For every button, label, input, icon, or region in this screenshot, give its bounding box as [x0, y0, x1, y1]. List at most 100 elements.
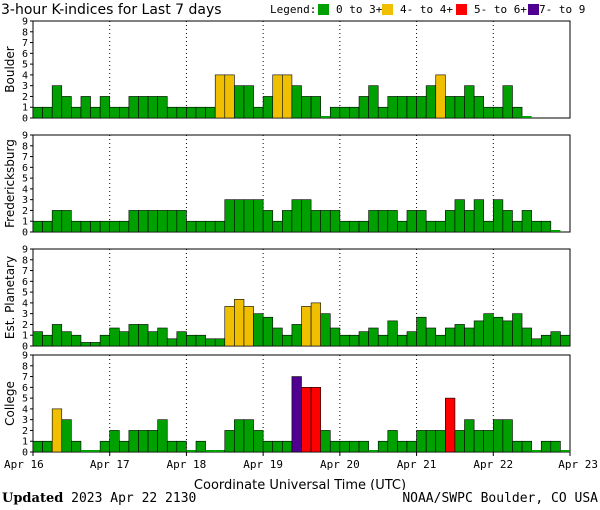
y-tick-label: 3	[22, 309, 28, 320]
k-index-bar	[454, 96, 465, 119]
legend-swatch-green	[318, 4, 329, 15]
k-index-bar	[473, 96, 484, 119]
k-index-bar	[214, 220, 226, 233]
k-index-bar	[224, 199, 235, 233]
k-index-bar	[473, 320, 484, 347]
k-index-bar	[80, 96, 91, 119]
k-index-bar	[80, 450, 91, 452]
k-index-bar	[349, 440, 360, 453]
k-index-bar	[186, 220, 197, 233]
k-index-bar	[540, 220, 552, 233]
k-index-bar	[157, 327, 168, 347]
k-index-bar	[42, 220, 53, 233]
k-index-bar	[157, 210, 168, 233]
k-index-bar	[397, 96, 408, 119]
k-index-bar	[99, 96, 111, 119]
updated-value: 2023 Apr 22 2130	[71, 491, 197, 506]
k-index-bar	[61, 96, 72, 119]
k-index-bar	[109, 327, 120, 347]
k-index-bar	[416, 96, 427, 119]
k-index-bar	[406, 440, 417, 453]
k-index-bar	[119, 106, 130, 119]
k-index-chart: 3-hour K-indices for Last 7 days Legend:…	[1, 2, 598, 490]
y-tick-label: 5	[22, 394, 28, 405]
x-tick-label: Apr 20	[320, 458, 360, 471]
k-index-bar	[521, 440, 532, 453]
k-index-bar	[406, 96, 417, 119]
k-index-bar	[176, 210, 187, 233]
y-tick-label: 5	[22, 174, 28, 185]
k-index-bar	[51, 408, 63, 453]
k-index-bar	[358, 220, 369, 233]
k-index-bar	[42, 106, 53, 119]
k-index-bar	[176, 331, 187, 347]
k-index-bar	[253, 106, 264, 119]
legend-item-purple: 7- to 9	[539, 3, 585, 16]
x-tick-label: Apr 16	[4, 458, 44, 471]
k-index-bar	[176, 440, 187, 453]
k-index-bar	[550, 331, 561, 347]
k-index-bar	[42, 440, 53, 453]
k-index-bar	[329, 327, 341, 347]
k-index-bar	[262, 316, 274, 347]
k-index-bar	[214, 338, 226, 347]
y-tick-label: 4	[22, 70, 28, 81]
k-index-bar	[32, 331, 43, 347]
k-index-bar	[483, 313, 494, 347]
k-index-bar	[522, 116, 532, 118]
y-tick-label: 3	[22, 415, 28, 426]
k-index-bar	[512, 313, 523, 347]
k-index-bar	[243, 419, 254, 453]
k-index-bar	[282, 210, 293, 233]
k-index-bar	[138, 96, 149, 119]
k-index-bar	[291, 85, 302, 119]
k-index-bar	[71, 334, 82, 347]
k-index-bar	[272, 440, 283, 453]
k-index-bar	[234, 419, 245, 453]
k-index-bar	[310, 210, 321, 233]
k-index-bar	[99, 334, 111, 347]
k-index-bar	[147, 430, 158, 453]
k-index-bar	[540, 440, 552, 453]
y-tick-label: 6	[22, 49, 28, 60]
k-index-bar	[262, 96, 274, 119]
k-index-bar	[61, 331, 72, 347]
y-tick-label: 2	[22, 320, 28, 331]
y-tick-label: 7	[22, 372, 28, 383]
k-index-bar	[377, 440, 389, 453]
k-index-bar	[483, 106, 494, 119]
k-index-bar	[349, 334, 360, 347]
k-index-bar	[157, 96, 168, 119]
k-index-bar	[531, 220, 542, 233]
y-tick-label: 2	[22, 426, 28, 437]
k-index-bar	[387, 430, 398, 453]
k-index-bar	[90, 342, 101, 347]
k-index-bar	[71, 440, 82, 453]
k-index-bar	[531, 450, 542, 452]
legend-item-yellow: 4- to 4+	[400, 3, 453, 16]
k-index-bar	[358, 440, 369, 453]
k-index-bar	[51, 85, 63, 119]
k-index-bar	[176, 106, 187, 119]
k-index-bar	[80, 342, 91, 347]
k-index-bar	[51, 324, 63, 347]
k-index-bar	[560, 334, 571, 347]
y-tick-label: 9	[22, 17, 28, 28]
k-index-bar	[186, 334, 197, 347]
k-index-bar	[339, 106, 350, 119]
k-index-bar	[109, 220, 120, 233]
k-index-bar	[502, 210, 513, 233]
k-index-bar	[301, 199, 312, 233]
k-index-bar	[301, 387, 312, 453]
x-tick-label: Apr 17	[90, 458, 130, 471]
k-index-bar	[435, 334, 446, 347]
k-index-bar	[310, 96, 321, 119]
k-index-bar	[329, 440, 341, 453]
k-index-bar	[425, 327, 437, 347]
k-index-bar	[540, 334, 552, 347]
k-index-bar	[368, 85, 379, 119]
legend-label: Legend:	[270, 3, 316, 16]
k-index-bar	[243, 85, 254, 119]
